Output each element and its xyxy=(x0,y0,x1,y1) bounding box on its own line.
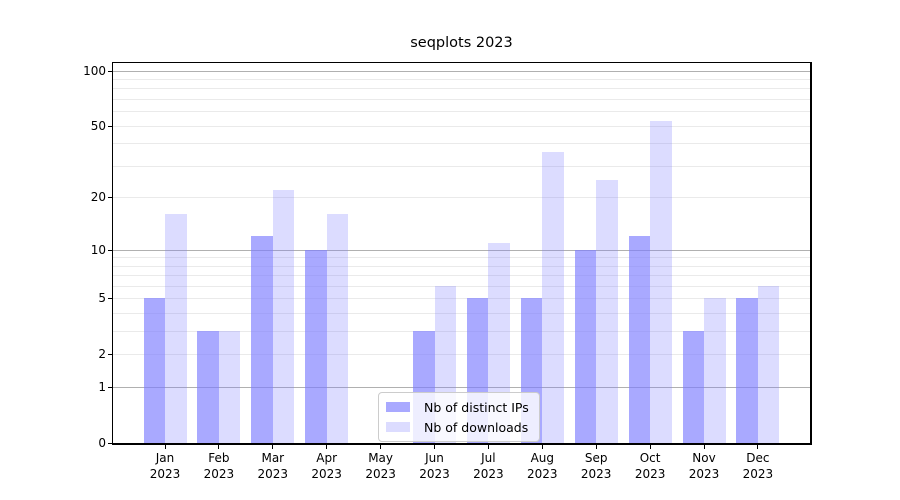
minor-gridline-8 xyxy=(113,265,810,267)
minor-gridline-2 xyxy=(113,354,810,356)
x-tick-jun-2023 xyxy=(434,444,435,449)
x-tick-label-apr-2023: Apr 2023 xyxy=(311,451,342,481)
x-tick-label-dec-2023: Dec 2023 xyxy=(742,451,774,481)
bar-nb-of-distinct-ips-mar-2023 xyxy=(251,236,273,443)
x-tick-may-2023 xyxy=(380,444,382,449)
chart-title: seqplots 2023 xyxy=(410,35,513,51)
x-tick-label-oct-2023: Oct 2023 xyxy=(634,451,666,481)
y-tick-label-5: 5 xyxy=(98,291,106,306)
major-gridline-10 xyxy=(113,249,810,251)
x-tick-mar-2023 xyxy=(272,444,274,449)
minor-gridline-3 xyxy=(113,331,810,333)
bar-nb-of-distinct-ips-feb-2023 xyxy=(197,331,219,443)
x-tick-label-jul-2023: Jul 2023 xyxy=(473,451,504,481)
y-tick-20 xyxy=(107,197,112,199)
x-tick-apr-2023 xyxy=(326,444,328,449)
y-tick-5 xyxy=(107,298,112,300)
y-axis xyxy=(111,61,113,445)
spine-bottom xyxy=(111,443,812,445)
x-tick-aug-2023 xyxy=(541,444,543,449)
spine-top xyxy=(111,61,812,63)
minor-gridline-4 xyxy=(113,313,810,315)
y-tick-label-10: 10 xyxy=(90,242,106,257)
y-tick-1 xyxy=(107,387,112,389)
y-tick-100 xyxy=(107,70,112,72)
x-tick-label-aug-2023: Aug 2023 xyxy=(527,451,558,481)
legend-label-downloads: Nb of downloads xyxy=(424,419,529,435)
major-gridline-1 xyxy=(113,387,810,389)
legend-item-distinct-ips: Nb of distinct IPs xyxy=(386,397,529,417)
x-tick-label-sep-2023: Sep 2023 xyxy=(580,451,612,481)
y-tick-50 xyxy=(107,125,112,127)
minor-gridline-9 xyxy=(113,257,810,259)
bar-nb-of-downloads-sep-2023 xyxy=(596,180,618,443)
legend-label-distinct-ips: Nb of distinct IPs xyxy=(424,399,529,415)
bar-nb-of-downloads-nov-2023 xyxy=(704,298,726,443)
y-tick-2 xyxy=(107,354,112,356)
bar-nb-of-distinct-ips-jan-2023 xyxy=(143,298,165,443)
y-tick-label-1: 1 xyxy=(98,380,106,395)
minor-gridline-20 xyxy=(113,197,810,199)
x-tick-sep-2023 xyxy=(595,444,597,449)
legend-item-downloads: Nb of downloads xyxy=(386,417,529,437)
bar-nb-of-downloads-mar-2023 xyxy=(272,190,295,443)
x-tick-feb-2023 xyxy=(218,444,220,449)
y-tick-label-20: 20 xyxy=(90,190,106,205)
bar-nb-of-distinct-ips-dec-2023 xyxy=(736,298,758,443)
y-tick-label-50: 50 xyxy=(90,118,106,133)
legend: Nb of distinct IPs Nb of downloads xyxy=(378,392,540,442)
x-tick-label-jan-2023: Jan 2023 xyxy=(149,451,181,481)
bar-nb-of-downloads-dec-2023 xyxy=(757,286,780,443)
minor-gridline-6 xyxy=(113,286,810,287)
y-tick-label-0: 0 xyxy=(98,436,106,450)
minor-gridline-80 xyxy=(113,88,810,90)
minor-gridline-40 xyxy=(113,143,810,145)
bar-nb-of-distinct-ips-sep-2023 xyxy=(574,249,597,443)
bar-nb-of-downloads-oct-2023 xyxy=(650,121,672,443)
x-tick-jul-2023 xyxy=(487,444,489,449)
y-tick-label-100: 100 xyxy=(83,63,106,78)
bar-nb-of-distinct-ips-nov-2023 xyxy=(682,331,704,443)
legend-swatch-distinct-ips xyxy=(386,402,410,412)
x-tick-label-jun-2023: Jun 2023 xyxy=(419,451,450,481)
minor-gridline-5 xyxy=(113,298,810,300)
bar-nb-of-distinct-ips-oct-2023 xyxy=(628,236,651,443)
bar-nb-of-downloads-aug-2023 xyxy=(542,151,564,443)
y-tick-0 xyxy=(107,443,112,444)
plot-area: Nb of distinct IPs Nb of downloads xyxy=(107,61,812,449)
x-tick-jan-2023 xyxy=(164,444,166,449)
x-tick-label-feb-2023: Feb 2023 xyxy=(203,451,235,481)
minor-gridline-7 xyxy=(113,275,810,277)
minor-gridline-60 xyxy=(113,111,810,113)
major-gridline-100 xyxy=(113,70,810,72)
minor-gridline-50 xyxy=(113,125,810,127)
x-tick-nov-2023 xyxy=(703,444,705,449)
bar-nb-of-distinct-ips-apr-2023 xyxy=(305,249,327,443)
bar-nb-of-downloads-apr-2023 xyxy=(326,214,349,443)
x-tick-dec-2023 xyxy=(757,444,759,449)
minor-gridline-90 xyxy=(113,79,810,80)
y-tick-label-2: 2 xyxy=(98,347,106,362)
minor-gridline-70 xyxy=(113,99,810,101)
spine-right xyxy=(810,61,812,445)
bar-nb-of-downloads-feb-2023 xyxy=(218,331,241,443)
y-tick-10 xyxy=(107,249,112,251)
x-tick-oct-2023 xyxy=(649,444,651,449)
bar-nb-of-downloads-jan-2023 xyxy=(165,214,187,443)
minor-gridline-30 xyxy=(113,165,810,167)
legend-swatch-downloads xyxy=(386,422,410,432)
x-tick-label-nov-2023: Nov 2023 xyxy=(688,451,720,481)
x-tick-label-mar-2023: Mar 2023 xyxy=(257,451,289,481)
x-tick-label-may-2023: May 2023 xyxy=(365,451,396,481)
